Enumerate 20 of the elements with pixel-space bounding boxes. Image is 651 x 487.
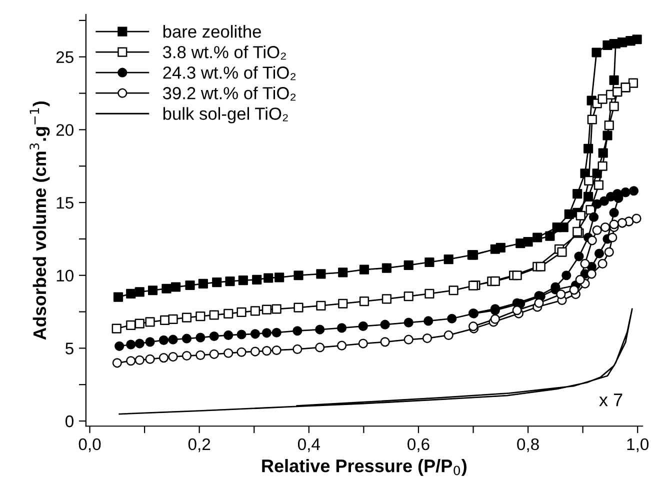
legend-label: bulk sol-gel TiO₂ bbox=[163, 107, 288, 124]
x-tick-label: 0,0 bbox=[78, 438, 101, 452]
y-tick-label: 25 bbox=[56, 51, 74, 64]
legend-label: bare zeolithe bbox=[163, 25, 261, 38]
legend-label: 39.2 wt.% of TiO₂ bbox=[162, 86, 296, 101]
y-tick-label: 20 bbox=[56, 124, 74, 136]
legend-label: 3.8 wt.% of TiO₂ bbox=[162, 46, 286, 60]
annotation: x 7 bbox=[599, 394, 622, 406]
x-tick-label: 0,4 bbox=[298, 438, 320, 452]
y-tick-label: 0 bbox=[66, 415, 74, 428]
y-tick-label: 5 bbox=[66, 342, 74, 354]
legend-label: 24.3 wt.% of TiO₂ bbox=[163, 66, 296, 80]
x-tick-label: 0,6 bbox=[408, 438, 430, 452]
x-tick-label: 1,0 bbox=[627, 438, 649, 452]
x-axis-title: Relative Pressure (P/P$_{0}$) bbox=[262, 459, 466, 476]
y-axis-title: Adsorbed volume (cm$^{3}$.g$^{−1}$) bbox=[30, 101, 50, 340]
x-tick-label: 0,8 bbox=[517, 438, 539, 452]
y-tick-label: 10 bbox=[56, 270, 74, 282]
x-tick-label: 0,2 bbox=[188, 438, 210, 452]
y-tick-label: 15 bbox=[56, 197, 74, 209]
